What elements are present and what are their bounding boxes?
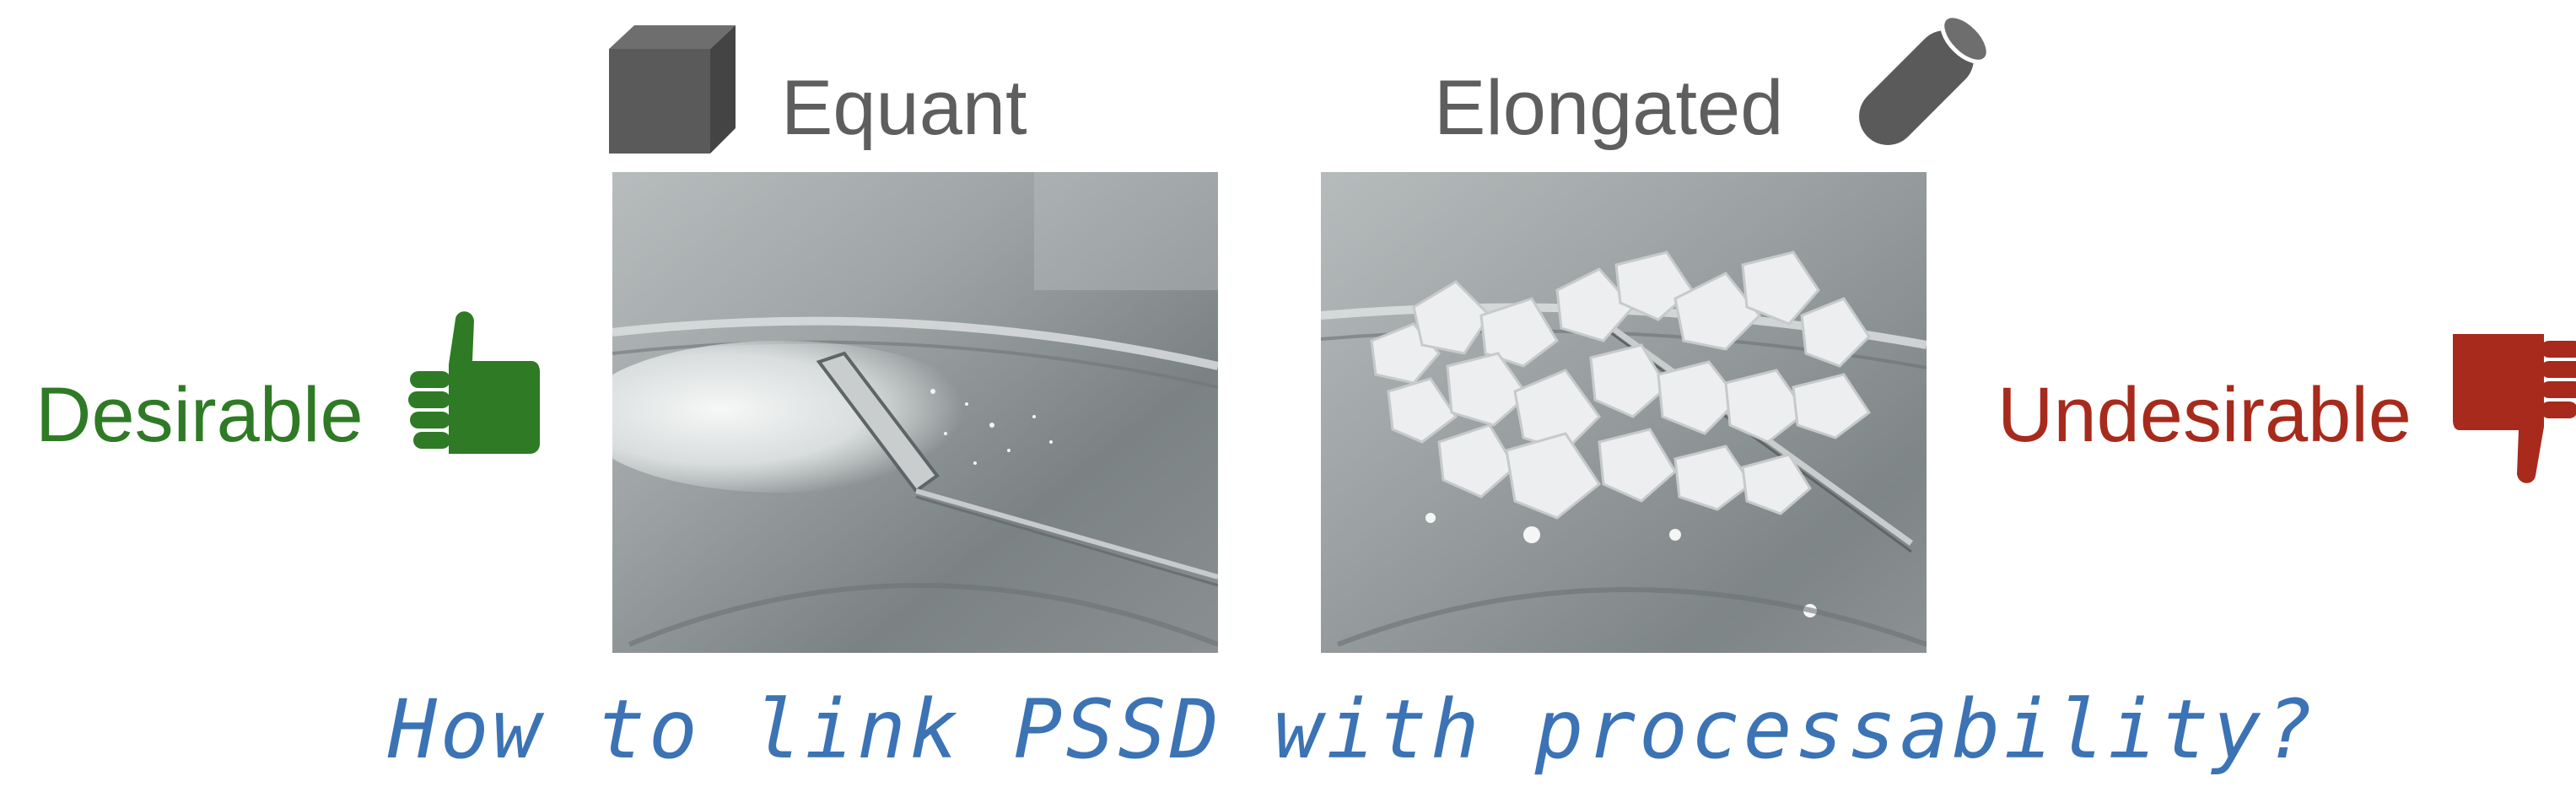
thumbs-down-icon [2453, 334, 2576, 483]
cube-icon [609, 25, 736, 154]
equant-crystals-photo [612, 172, 1218, 653]
elongated-label: Elongated [1434, 65, 1784, 151]
question-caption: How to link PSSD with processability? [388, 682, 2317, 777]
desirable-label: Desirable [35, 372, 364, 458]
equant-label: Equant [781, 65, 1027, 151]
elongated-crystals-photo [1321, 172, 1927, 653]
undesirable-label: Undesirable [1997, 372, 2412, 458]
cylinder-rod-icon [1859, 17, 1991, 145]
thumbs-up-icon [408, 311, 540, 454]
